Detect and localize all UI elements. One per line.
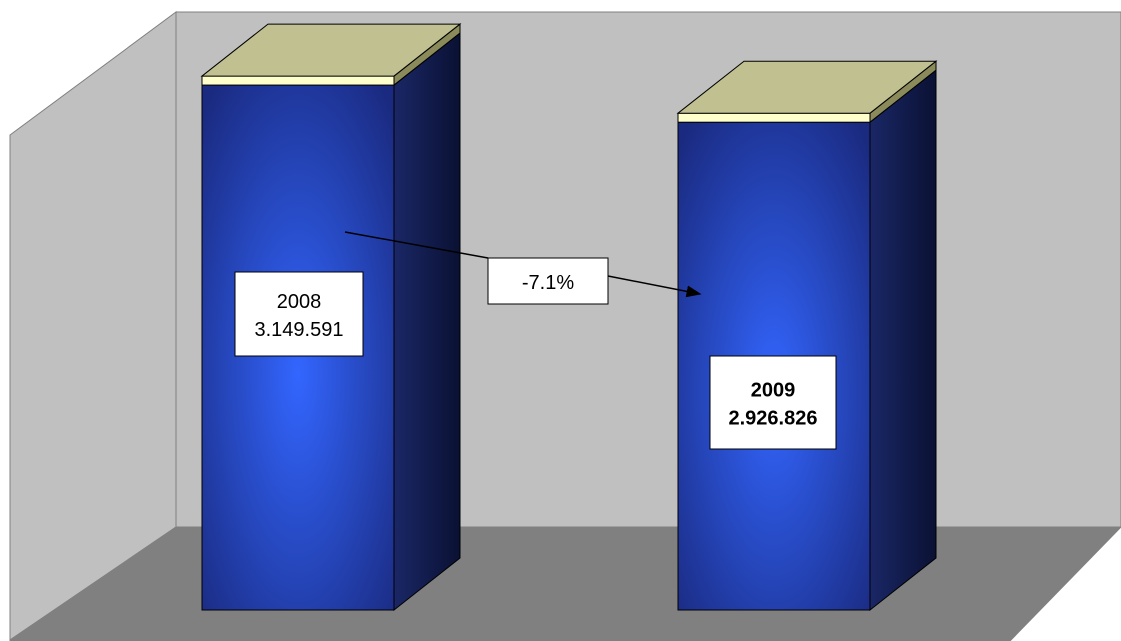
data-label-year-2008: 2008 [277, 291, 322, 313]
change-label: -7.1% [522, 272, 574, 294]
data-label-box-2008 [234, 271, 364, 357]
bar-rim-2008 [201, 75, 395, 86]
bar-rim-2009 [677, 112, 871, 123]
bar-side-2008 [393, 32, 461, 612]
bar-top-2008 [200, 23, 462, 77]
change-arrow-left [344, 231, 489, 259]
data-label-value-2008: 3.149.591 [255, 319, 344, 341]
data-label-year-2009: 2009 [751, 380, 796, 402]
data-label-value-2009: 2.926.826 [729, 408, 818, 430]
change-label-box [487, 257, 609, 305]
change-arrow-right [607, 275, 702, 298]
floor [9, 526, 1121, 641]
data-label-box-2009 [709, 355, 837, 450]
bars-group: 2008 3.149.591 2009 2.926.826 [200, 23, 938, 612]
bar-side-2009 [869, 69, 937, 612]
bar-top-2009 [676, 60, 938, 114]
